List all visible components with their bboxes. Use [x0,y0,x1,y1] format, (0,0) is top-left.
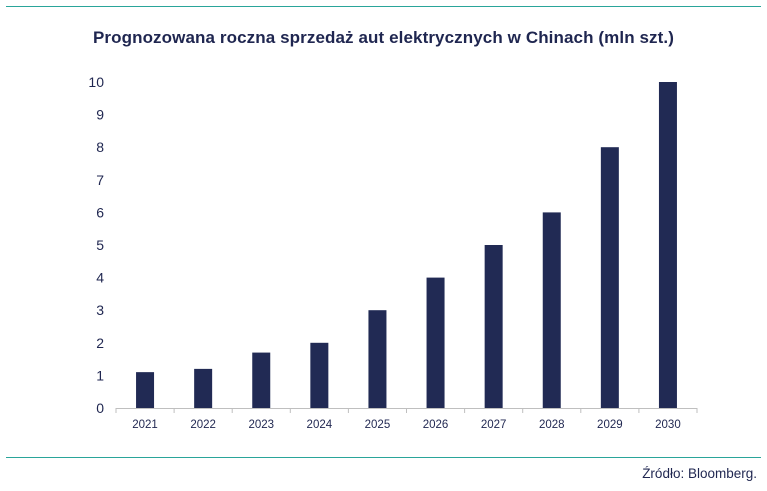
x-tick-label: 2025 [365,419,391,431]
bars [136,82,677,408]
bar-2022 [194,368,213,408]
x-tick-label: 2030 [655,419,681,431]
y-tick-label: 2 [96,335,104,351]
bar-2029 [600,147,619,408]
x-tick-label: 2021 [132,419,158,431]
bar-2026 [426,277,445,408]
source-note: Źródło: Bloomberg. [642,466,757,481]
bar-2024 [310,342,329,408]
y-tick-label: 9 [96,107,104,123]
bar-2030 [658,82,677,408]
y-axis-ticks: 0 1 2 3 4 5 6 7 8 9 10 [88,74,104,416]
bar-2028 [542,212,561,408]
y-tick-label: 0 [96,400,104,416]
x-axis: 2021 2022 2023 2024 2025 2026 2027 2028 2029 2030 [115,408,698,431]
chart-title: Prognozowana roczna sprzedaż aut elektry… [92,28,675,47]
x-tick-label: 2029 [597,419,623,431]
bar-2027 [484,245,503,408]
x-tick-label: 2024 [307,419,333,431]
y-tick-label: 7 [96,172,104,188]
y-tick-label: 3 [96,302,104,318]
x-tick-label: 2026 [423,419,449,431]
y-tick-label: 6 [96,204,104,220]
bar-2025 [368,310,387,408]
x-tick-label: 2028 [539,419,565,431]
bottom-rule [6,457,761,458]
x-tick-label: 2027 [481,419,507,431]
y-tick-label: 10 [88,74,104,90]
x-tick-label: 2022 [190,419,216,431]
y-tick-label: 1 [96,367,104,383]
top-rule [6,6,761,7]
bar-2023 [252,352,271,408]
x-tick-label: 2023 [248,419,274,431]
y-tick-label: 4 [96,270,104,286]
y-tick-label: 8 [96,139,104,155]
y-tick-label: 5 [96,237,104,253]
bar-2021 [136,372,155,408]
